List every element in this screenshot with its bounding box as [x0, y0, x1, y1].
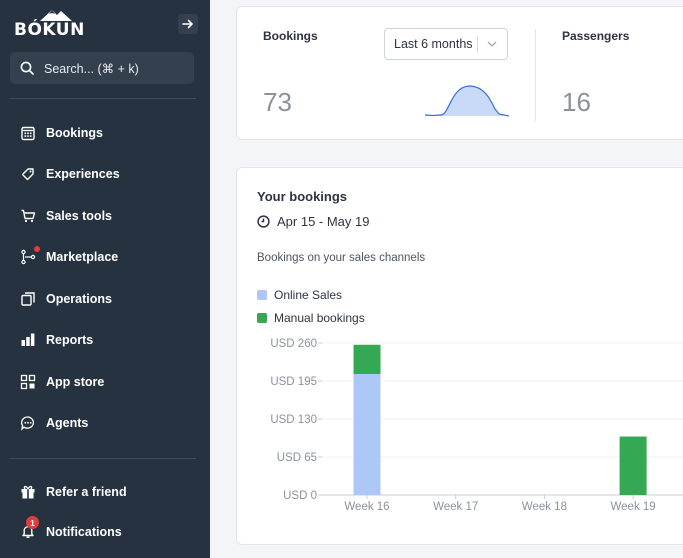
legend-label: Manual bookings [274, 311, 365, 325]
legend-item-online-sales[interactable]: Online Sales [257, 288, 342, 302]
y-tick-label: USD 130 [270, 414, 317, 426]
sidebar-item-bookings[interactable]: Bookings [18, 121, 103, 145]
sidebar-item-reports[interactable]: Reports [18, 328, 93, 352]
your-bookings-title: Your bookings [257, 189, 348, 204]
bookings-stat-label: Bookings [263, 29, 318, 43]
chat-icon [18, 413, 38, 433]
notification-count-badge: 1 [26, 516, 39, 529]
sidebar-item-label: Notifications [46, 525, 122, 539]
network-icon [18, 246, 40, 267]
sidebar-item-label: Sales tools [46, 209, 112, 223]
x-tick-label: Week 16 [344, 501, 389, 513]
sidebar-item-label: Experiences [46, 167, 120, 181]
sidebar-item-label: App store [46, 375, 105, 389]
y-tick-label: USD 260 [270, 338, 317, 350]
arrow-right-icon [182, 19, 193, 29]
bar-manual-bookings [619, 436, 647, 495]
passengers-stat-label: Passengers [562, 29, 630, 43]
sidebar-item-marketplace[interactable]: Marketplace [18, 245, 118, 269]
cart-icon [18, 206, 38, 226]
bookings-bar-chart: USD 0 USD 65 USD 130 USD 195 USD 260 Week 16 W… [270, 338, 683, 513]
sidebar: BÓKUN Search... (⌘ + k) Bookings Experie… [0, 0, 210, 558]
calendar-icon [18, 123, 38, 143]
gift-icon [18, 482, 38, 502]
x-tick-label: Week 19 [611, 501, 656, 513]
period-select[interactable]: Last 6 months [384, 28, 508, 60]
bokun-logo[interactable]: BÓKUN [14, 8, 84, 40]
sidebar-item-label: Marketplace [46, 250, 119, 264]
sidebar-item-app-store[interactable]: App store [18, 370, 104, 394]
legend-label: Online Sales [274, 288, 343, 302]
bar-online-sales [353, 373, 381, 495]
logo-text: BÓKUN [14, 20, 85, 40]
period-select-value: Last 6 months [394, 37, 473, 51]
sidebar-item-agents[interactable]: Agents [18, 411, 88, 435]
legend-swatch [257, 313, 267, 323]
search-icon [20, 61, 34, 75]
bookings-sparkline [425, 85, 510, 117]
clock-icon [257, 214, 270, 228]
tag-icon [18, 164, 38, 184]
search-input[interactable]: Search... (⌘ + k) [10, 52, 194, 84]
sidebar-item-label: Agents [46, 416, 89, 430]
bar-manual-bookings [353, 344, 381, 374]
sidebar-item-label: Refer a friend [46, 485, 127, 499]
search-placeholder: Search... (⌘ + k) [44, 61, 139, 76]
logo-row: BÓKUN [14, 8, 198, 40]
date-range-text: Apr 15 - May 19 [277, 213, 370, 229]
sidebar-item-refer-a-friend[interactable]: Refer a friend [18, 480, 127, 504]
bar-chart-icon [18, 330, 38, 350]
bookings-stat-value: 73 [263, 87, 292, 117]
sidebar-item-notifications[interactable]: 1 Notifications [18, 516, 122, 544]
passengers-stat-value: 16 [562, 87, 591, 117]
sidebar-item-label: Reports [46, 333, 94, 347]
legend-item-manual-bookings[interactable]: Manual bookings [257, 311, 365, 325]
sidebar-divider [10, 98, 196, 99]
sidebar-item-label: Bookings [46, 126, 103, 140]
x-tick-label: Week 17 [433, 501, 478, 513]
date-range: Apr 15 - May 19 [257, 212, 370, 230]
collapse-sidebar-button[interactable] [178, 14, 198, 34]
your-bookings-card: Your bookings Apr 15 - May 19 Bookings o… [236, 167, 683, 545]
y-tick-label: USD 195 [270, 376, 317, 388]
sidebar-item-experiences[interactable]: Experiences [18, 162, 120, 186]
sidebar-item-operations[interactable]: Operations [18, 287, 112, 311]
stats-card: Bookings 73 Last 6 months Passengers 16 [236, 6, 683, 140]
sidebar-divider [10, 458, 196, 459]
legend-swatch [257, 290, 267, 300]
x-tick-label: Week 18 [522, 501, 567, 513]
sidebar-item-sales-tools[interactable]: Sales tools [18, 204, 112, 228]
marketplace-notification-dot [34, 246, 40, 252]
copy-icon [18, 289, 38, 309]
sidebar-item-label: Operations [46, 292, 112, 306]
y-tick-label: USD 65 [277, 452, 317, 464]
bell-icon: 1 [18, 516, 39, 542]
select-separator [477, 36, 478, 53]
chart-subtitle: Bookings on your sales channels [257, 252, 426, 264]
stats-divider [535, 29, 536, 121]
mountain-icon [40, 10, 72, 21]
chevron-down-icon [487, 41, 497, 47]
grid-icon [18, 372, 38, 392]
y-tick-label: USD 0 [283, 490, 317, 502]
